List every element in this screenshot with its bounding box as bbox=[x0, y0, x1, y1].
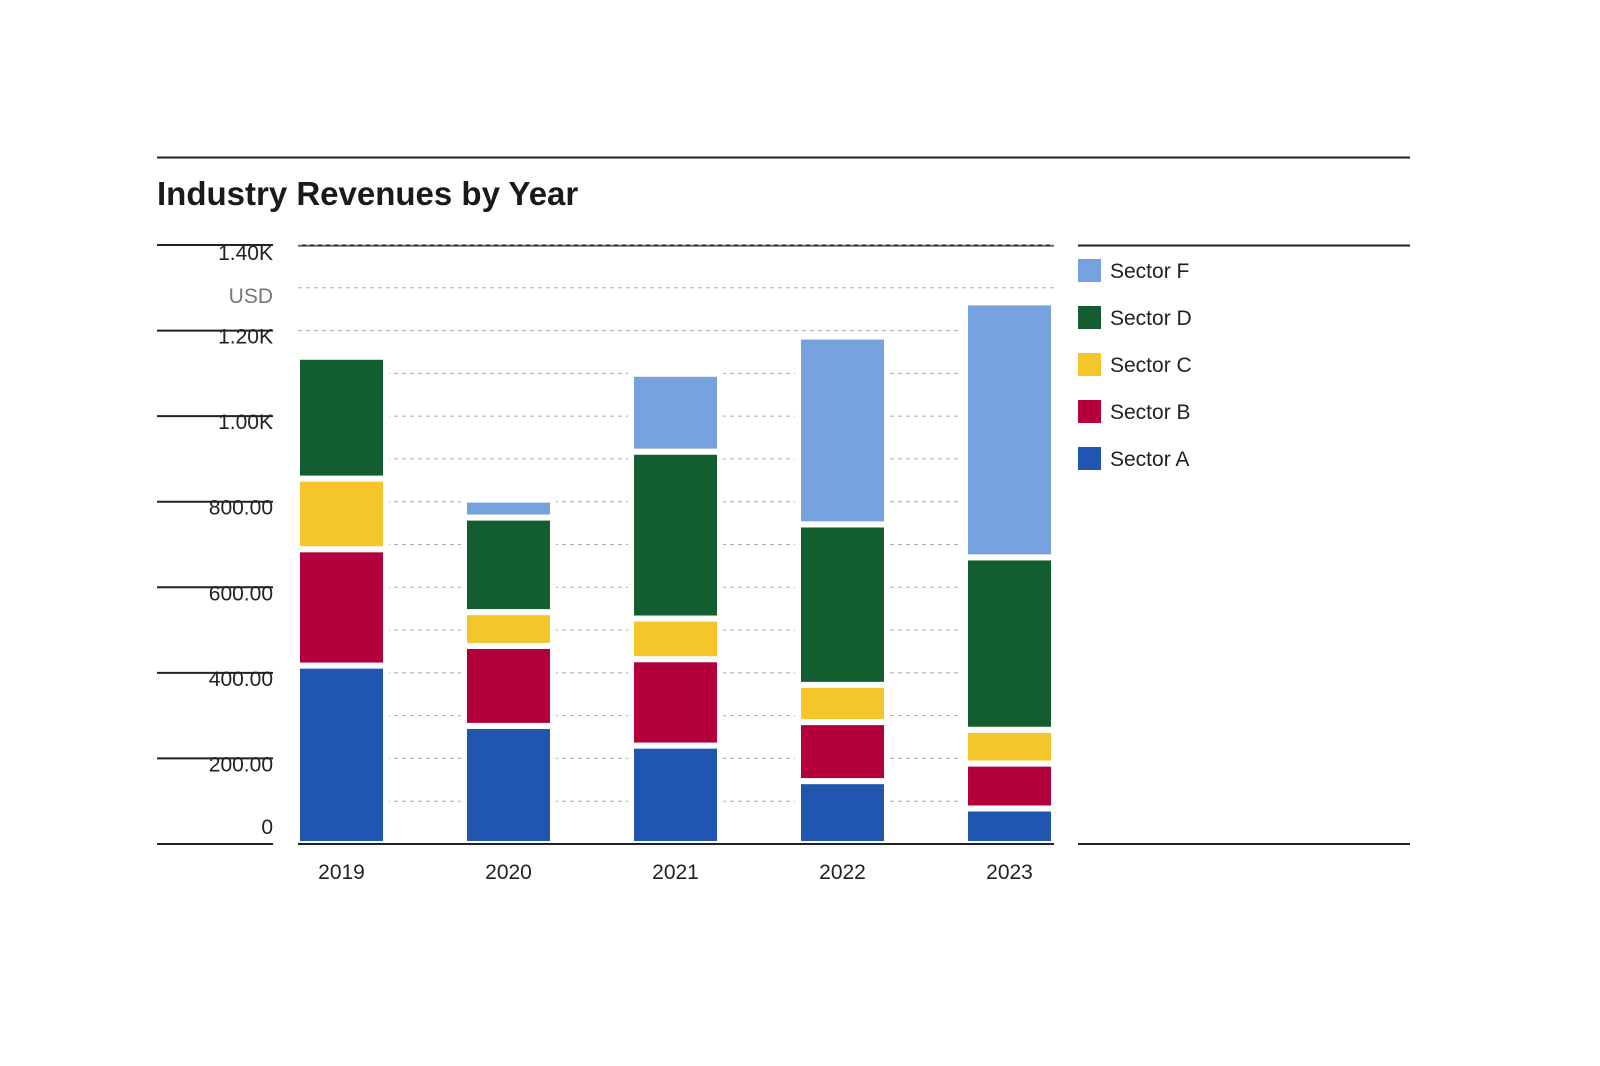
bar-segment bbox=[795, 521, 890, 688]
bar-segment bbox=[795, 778, 890, 847]
legend-swatch bbox=[1078, 353, 1101, 376]
bar-segment bbox=[461, 722, 556, 848]
legend-swatch bbox=[1078, 259, 1101, 282]
bar-segment bbox=[795, 719, 890, 785]
y-tick-label: 600.00 bbox=[209, 582, 273, 605]
bar-segment bbox=[962, 554, 1057, 733]
legend-label: Sector F bbox=[1110, 260, 1189, 283]
bar-segment bbox=[962, 299, 1057, 561]
legend-label: Sector C bbox=[1110, 354, 1192, 377]
legend-label: Sector D bbox=[1110, 307, 1192, 330]
bar-segment bbox=[962, 726, 1057, 767]
legend-swatch bbox=[1078, 306, 1101, 329]
x-tick-label: 2023 bbox=[986, 861, 1033, 884]
bar-segment bbox=[795, 681, 890, 726]
y-tick-label: 1.40K bbox=[218, 242, 273, 265]
legend-label: Sector B bbox=[1110, 401, 1191, 424]
legend-label: Sector A bbox=[1110, 448, 1189, 471]
bar-segment bbox=[294, 546, 389, 669]
bar-segment bbox=[461, 609, 556, 649]
bar-segment bbox=[628, 656, 723, 749]
bar-segment bbox=[294, 475, 389, 553]
bar-segment bbox=[628, 370, 723, 455]
x-tick-label: 2022 bbox=[819, 861, 866, 884]
bar-segment bbox=[294, 662, 389, 847]
bar-segment bbox=[461, 642, 556, 729]
y-tick-label: 0 bbox=[261, 816, 273, 839]
x-tick-label: 2019 bbox=[318, 861, 365, 884]
x-tick-label: 2020 bbox=[485, 861, 532, 884]
y-tick-label: 400.00 bbox=[209, 668, 273, 691]
legend-swatch bbox=[1078, 400, 1101, 423]
legend-swatch bbox=[1078, 447, 1101, 470]
y-tick-label: 1.00K bbox=[218, 411, 273, 434]
bar-segment bbox=[628, 742, 723, 847]
y-unit: USD bbox=[229, 285, 273, 308]
y-tick-label: 800.00 bbox=[209, 497, 273, 520]
bar-segment bbox=[628, 615, 723, 663]
bar-segment bbox=[294, 347, 389, 360]
bar-segment bbox=[294, 353, 389, 482]
bar-segment bbox=[461, 514, 556, 616]
y-tick-label: 1.20K bbox=[218, 326, 273, 349]
bar-segment bbox=[962, 760, 1057, 812]
chart-title: Industry Revenues by Year bbox=[157, 175, 578, 212]
y-tick-label: 200.00 bbox=[209, 753, 273, 776]
bar-segment bbox=[795, 333, 890, 528]
x-tick-label: 2021 bbox=[652, 861, 699, 884]
bar-segment bbox=[962, 805, 1057, 847]
bar-segment bbox=[461, 496, 556, 521]
bar-segment bbox=[628, 448, 723, 622]
